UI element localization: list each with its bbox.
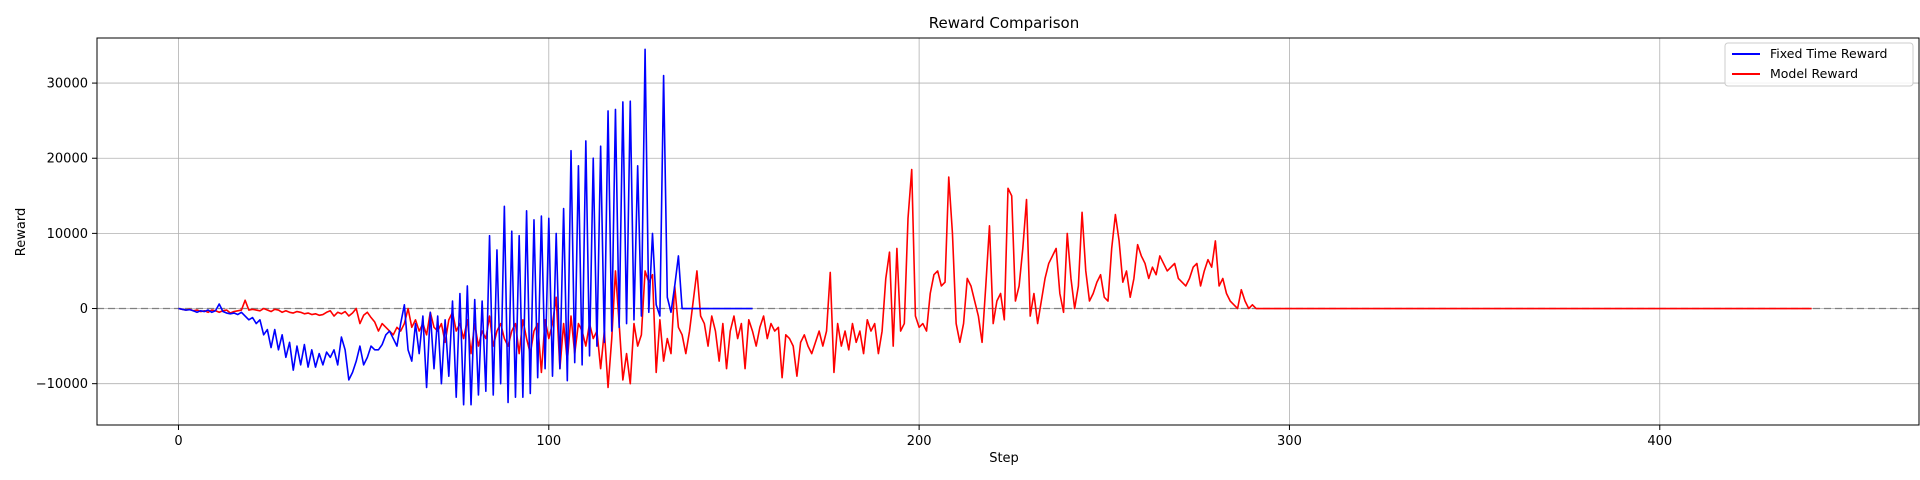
series-line-model-reward xyxy=(178,168,1812,389)
series-group xyxy=(178,48,1812,406)
series-line-fixed-time-reward xyxy=(178,48,753,406)
x-axis-title: Step xyxy=(989,451,1019,466)
y-tick-label: 0 xyxy=(80,302,88,317)
y-tick-label: 10000 xyxy=(47,227,88,242)
x-tick-label: 0 xyxy=(174,434,182,449)
legend-box xyxy=(1724,42,1914,87)
legend-label-fixed-time: Fixed Time Reward xyxy=(1770,46,1887,61)
chart-title: Reward Comparison xyxy=(929,14,1079,32)
y-ticks: −10000 0 10000 20000 30000 xyxy=(36,77,97,392)
legend-label-model: Model Reward xyxy=(1770,66,1858,81)
x-tick-label: 300 xyxy=(1277,434,1302,449)
y-tick-label: 20000 xyxy=(47,152,88,167)
plot-frame xyxy=(96,37,1920,426)
x-tick-label: 200 xyxy=(907,434,932,449)
x-tick-label: 400 xyxy=(1647,434,1672,449)
grid xyxy=(97,38,1919,425)
x-tick-label: 100 xyxy=(536,434,561,449)
y-axis-title: Reward xyxy=(14,208,29,256)
y-tick-label: −10000 xyxy=(36,377,88,392)
legend: Fixed Time Reward Model Reward xyxy=(1724,42,1914,87)
y-tick-label: 30000 xyxy=(47,77,88,92)
x-ticks: 0 100 200 300 400 xyxy=(174,425,1672,449)
